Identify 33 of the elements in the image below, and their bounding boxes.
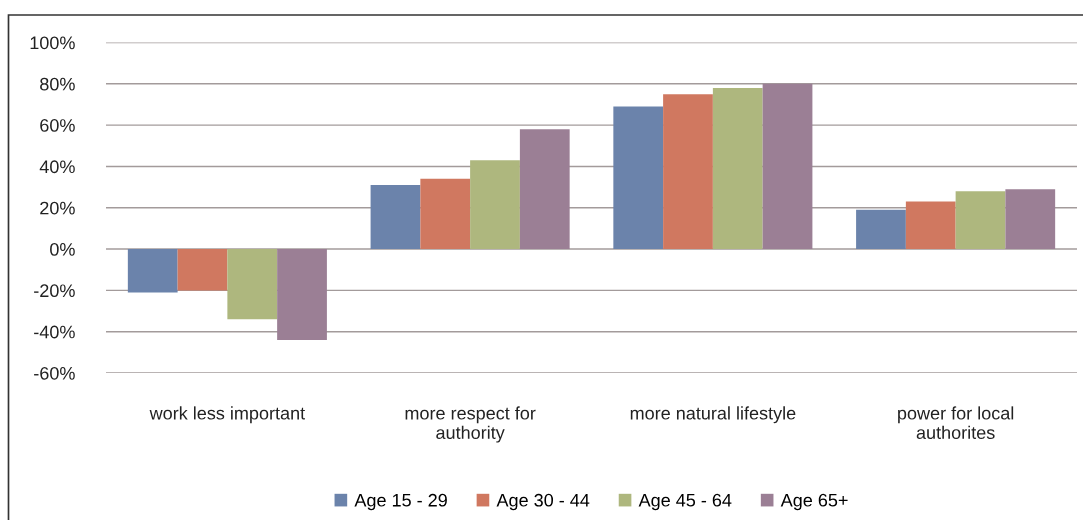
- y-tick-label: -20%: [34, 284, 75, 298]
- y-tick-label: 0%: [50, 243, 75, 256]
- bar: [613, 106, 664, 250]
- bar: [1005, 189, 1056, 250]
- x-tick-label: work less important: [149, 406, 306, 424]
- bar: [177, 249, 228, 291]
- bar: [712, 87, 763, 250]
- y-tick-label: 100%: [30, 36, 75, 50]
- legend-label: Age 45 - 64: [638, 493, 732, 511]
- y-tick-label: -40%: [34, 325, 75, 339]
- bar: [227, 249, 278, 320]
- legend-label: Age 30 - 44: [496, 493, 590, 511]
- bar: [127, 249, 178, 293]
- bar: [370, 185, 421, 250]
- legend-label: Age 65+: [780, 493, 848, 511]
- bar: [470, 160, 520, 250]
- bar: [955, 191, 1006, 250]
- y-tick-label: 20%: [40, 201, 75, 215]
- bar: [277, 249, 327, 340]
- x-tick-label: more respect for authority: [405, 406, 536, 443]
- bar: [420, 178, 471, 250]
- y-tick-label: 80%: [40, 77, 75, 91]
- x-tick-label: power for local authorites: [898, 406, 1014, 440]
- bar: [519, 129, 570, 250]
- y-tick-label: 60%: [40, 119, 75, 132]
- bar: [663, 94, 713, 250]
- bar: [762, 83, 813, 250]
- legend-label: Age 15 - 29: [354, 493, 447, 511]
- y-tick-label: -60%: [34, 366, 75, 380]
- bar: [856, 209, 906, 250]
- y-tick-label: 40%: [39, 160, 75, 174]
- x-tick-label: more natural lifestyle: [630, 406, 796, 424]
- bar: [905, 201, 956, 250]
